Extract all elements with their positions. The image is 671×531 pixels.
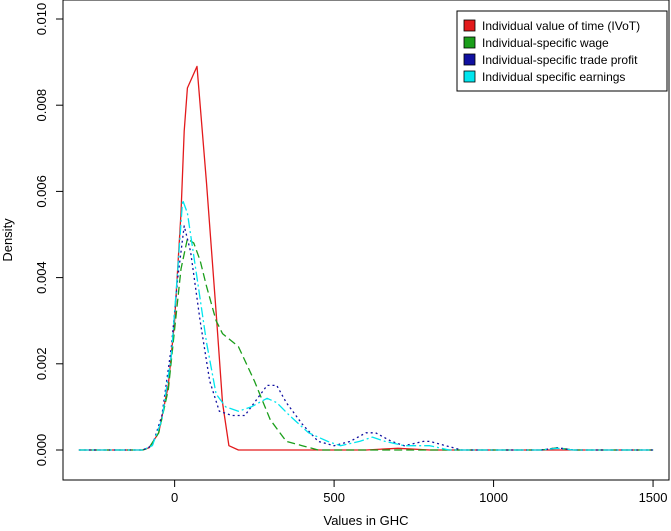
- y-tick-label: 0.010: [34, 3, 49, 36]
- y-tick-label: 0.006: [34, 175, 49, 208]
- legend-box: [456, 10, 668, 92]
- x-axis: 0 500 1000 1500: [171, 479, 668, 505]
- y-axis-label: Density: [0, 218, 15, 262]
- legend-swatch: [463, 36, 476, 49]
- series-line: [78, 65, 654, 451]
- legend-swatch: [463, 70, 476, 83]
- legend-entry: Individual value of time (IVoT): [482, 19, 640, 33]
- series-layer: [78, 65, 654, 451]
- legend-entry: Individual-specific trade profit: [482, 53, 638, 67]
- x-tick-label: 1500: [639, 490, 668, 505]
- legend: Individual value of time (IVoT) Individua…: [456, 10, 668, 92]
- y-tick-label: 0.008: [34, 89, 49, 122]
- x-tick-label: 500: [323, 490, 345, 505]
- y-tick-label: 0.002: [34, 348, 49, 381]
- y-tick-label: 0.000: [34, 434, 49, 467]
- y-tick-label: 0.004: [34, 261, 49, 294]
- series-line: [78, 199, 654, 451]
- x-tick-label: 0: [171, 490, 178, 505]
- legend-entry: Individual specific earnings: [482, 70, 625, 84]
- x-tick-label: 1000: [479, 490, 508, 505]
- series-line: [78, 225, 654, 451]
- series-line: [78, 238, 654, 451]
- legend-swatch: [463, 53, 476, 66]
- x-axis-label: Values in GHC: [323, 513, 408, 528]
- legend-entry: Individual-specific wage: [482, 36, 609, 50]
- legend-swatch: [463, 19, 476, 32]
- y-axis: 0.000 0.002 0.004 0.006 0.008 0.010: [34, 3, 64, 467]
